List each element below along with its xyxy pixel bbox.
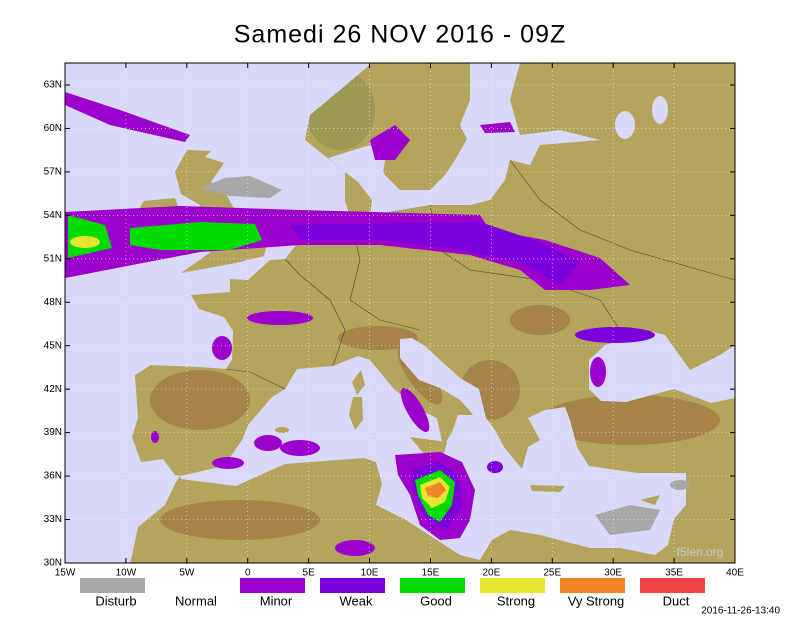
sardinia (349, 397, 363, 430)
zone-strong (70, 236, 100, 248)
zone-minor (254, 435, 282, 451)
legend-swatch (80, 578, 145, 593)
cyprus (640, 495, 660, 505)
zone-minor (480, 122, 515, 133)
iberia-relief (150, 370, 250, 430)
skagerrak (328, 145, 385, 200)
watermark: f5len.org (677, 545, 724, 559)
border (284, 258, 346, 367)
zone-minor (247, 311, 313, 325)
lon-label: 20E (482, 568, 500, 579)
lon-label: 30E (604, 568, 622, 579)
lat-label: 48N (44, 297, 62, 308)
legend: Disturb Normal Minor Weak Good Strong Vy Stron… (80, 578, 705, 608)
map-frame (64, 62, 736, 564)
lat-label: 54N (44, 210, 62, 221)
carpathian-relief (510, 305, 570, 335)
zone-minor (65, 92, 190, 142)
zone-disturb (595, 505, 660, 535)
lat-label: 30N (44, 558, 62, 569)
alps (338, 326, 418, 350)
zone-weak (487, 461, 503, 473)
zone-good (130, 222, 262, 250)
lon-label: 10W (116, 568, 137, 579)
zone-minor (280, 440, 320, 456)
lon-label: 5W (179, 568, 195, 579)
black-sea (589, 330, 735, 403)
zone-minor (590, 357, 606, 387)
legend-swatch (640, 578, 705, 593)
lon-label: 5E (303, 568, 316, 579)
legend-swatch (480, 578, 545, 593)
lat-label: 63N (44, 80, 62, 91)
legend-label: Weak (340, 593, 373, 608)
lon-label: 15W (55, 568, 76, 579)
zone-minor (400, 387, 430, 433)
lon-label: 40E (726, 568, 744, 579)
legend-swatch (240, 578, 305, 593)
legend-label: Normal (175, 593, 217, 608)
map-area: f5len.org (65, 63, 735, 563)
legend-label: Vy Strong (568, 593, 625, 608)
zone-minor (212, 336, 232, 360)
baltic (370, 63, 600, 215)
lon-label: 0 (245, 568, 251, 579)
zone-vy-strong (425, 482, 446, 498)
lat-label: 60N (44, 123, 62, 134)
lon-label: 15E (422, 568, 440, 579)
lat-label: 33N (44, 514, 62, 525)
legend-swatch (320, 578, 385, 593)
legend-label: Good (420, 593, 452, 608)
zone-minor (212, 457, 244, 469)
zone-minor (151, 431, 159, 443)
lat-label: 57N (44, 167, 62, 178)
border (509, 159, 735, 281)
lon-label: 35E (665, 568, 683, 579)
balearics (275, 427, 289, 433)
map-title: Samedi 26 NOV 2016 - 09Z (234, 21, 567, 49)
legend-swatch (560, 578, 625, 593)
lon-label: 10E (361, 568, 379, 579)
legend-label: Minor (260, 593, 293, 608)
legend-label: Disturb (95, 593, 136, 608)
legend-label: Strong (497, 593, 535, 608)
border (349, 222, 421, 331)
atlantic (65, 63, 372, 563)
graticule (65, 63, 735, 563)
lat-label: 45N (44, 340, 62, 351)
zone-disturb (670, 480, 690, 490)
legend-label: Duct (663, 593, 690, 608)
lake-onega (652, 96, 668, 124)
lat-label: 36N (44, 471, 62, 482)
legend-swatch (400, 578, 465, 593)
lake-ladoga (615, 111, 635, 139)
zone-weak (575, 327, 655, 343)
lat-label: 42N (44, 384, 62, 395)
timestamp: 2016-11-26-13:40 (701, 606, 780, 617)
zone-disturb (200, 176, 282, 198)
zone-weak (290, 222, 580, 285)
lon-label: 25E (543, 568, 561, 579)
crete (530, 485, 565, 492)
lat-label: 51N (44, 253, 62, 264)
border (225, 368, 286, 390)
lat-label: 39N (44, 427, 62, 438)
atlas-relief (160, 500, 320, 540)
zone-minor (370, 125, 410, 160)
zone-minor (335, 540, 375, 556)
